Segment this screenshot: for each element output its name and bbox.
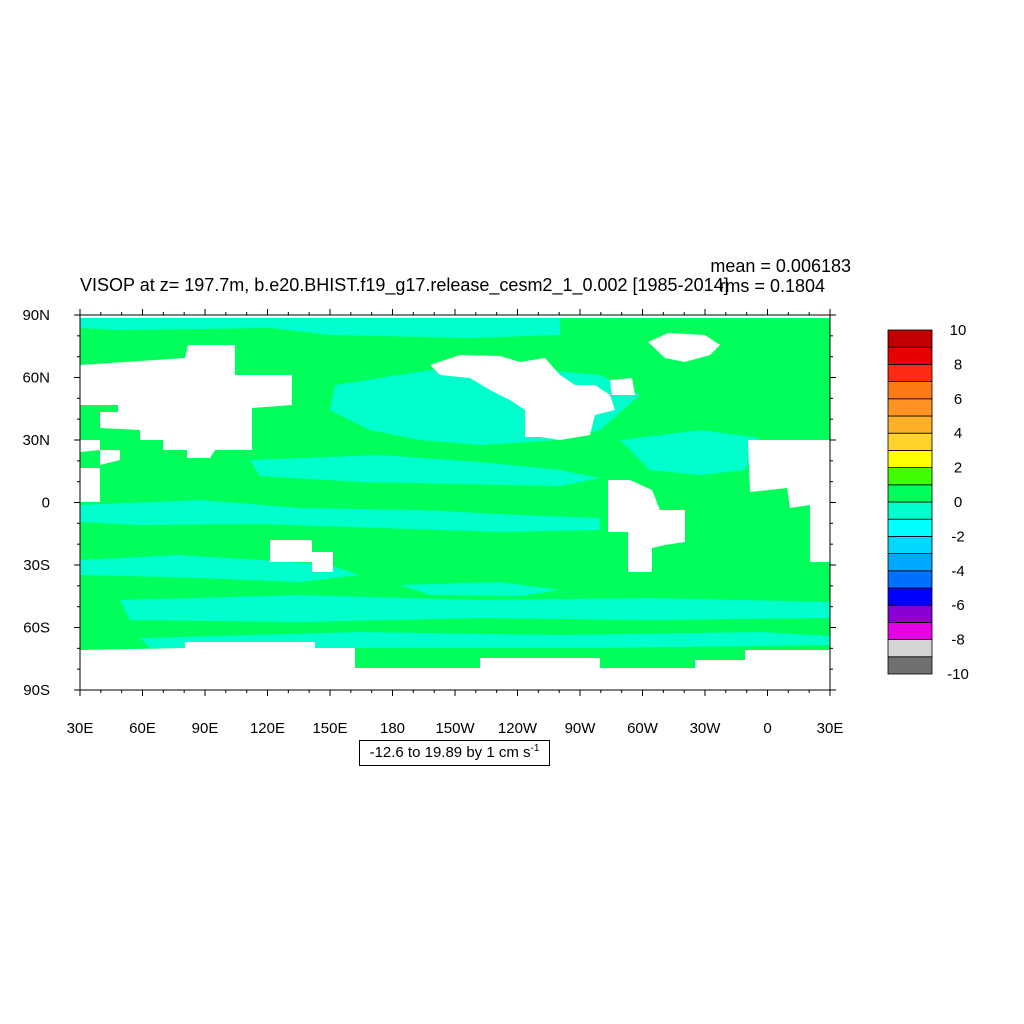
mean-value: mean = 0.006183 <box>710 256 851 276</box>
colorbar-swatch <box>887 449 933 468</box>
colorbar-swatch <box>887 415 933 434</box>
colorbar-swatch <box>887 484 933 503</box>
colorbar-label: 0 <box>954 494 962 511</box>
colorbar-label: -2 <box>951 528 964 545</box>
colorbar-label: 10 <box>950 322 967 339</box>
x-tick-label: 180 <box>380 720 405 737</box>
colorbar-label: -10 <box>947 666 969 683</box>
x-tick-label: 90W <box>565 720 597 737</box>
colorbar-swatch <box>887 656 933 675</box>
colorbar-swatch <box>887 329 933 348</box>
x-tick-label: 60E <box>129 720 156 737</box>
x-axis: 30E 60E 90E 120E 150E 180 150W 120W 90W 60W 30W 0 30… <box>67 309 844 737</box>
colorbar-label: -4 <box>951 563 964 580</box>
ocean-field <box>80 315 830 690</box>
colorbar-swatch <box>887 381 933 400</box>
colorbar-swatch <box>887 604 933 623</box>
y-tick-label: 90S <box>23 682 50 699</box>
y-tick-label: 60S <box>23 620 50 637</box>
colorbar-swatch <box>887 587 933 606</box>
y-tick-label: 30S <box>23 557 50 574</box>
colorbar-swatch <box>887 398 933 417</box>
colorbar-label: 2 <box>954 460 962 477</box>
colorbar-swatch <box>887 501 933 520</box>
x-tick-label: 30W <box>690 720 722 737</box>
colorbar: -10 -8 -6 -4 -2 0 2 4 6 8 10 <box>887 322 969 683</box>
contour-info-superscript: -1 <box>530 743 540 754</box>
colorbar-swatch <box>887 518 933 537</box>
x-tick-label: 60W <box>627 720 659 737</box>
rms-value: rms = 0.1804 <box>719 276 825 296</box>
y-tick-label: 60N <box>22 370 50 387</box>
y-tick-label: 0 <box>42 495 50 512</box>
colorbar-label: -6 <box>951 597 964 614</box>
y-tick-label: 30N <box>22 432 50 449</box>
colorbar-swatch <box>887 467 933 486</box>
x-tick-label: 120W <box>498 720 538 737</box>
colorbar-swatch <box>887 432 933 451</box>
plot-title: VISOP at z= 197.7m, b.e20.BHIST.f19_g17.… <box>80 275 729 296</box>
x-tick-label: 30E <box>67 720 94 737</box>
colorbar-swatch <box>887 622 933 641</box>
colorbar-label: 6 <box>954 391 962 408</box>
colorbar-swatch <box>887 363 933 382</box>
y-tick-label: 90N <box>22 307 50 324</box>
contour-info-text: -12.6 to 19.89 by 1 cm s <box>369 744 531 761</box>
colorbar-label: 4 <box>954 425 962 442</box>
y-axis: 90N 60N 30N 0 30S 60S 90S <box>22 307 836 699</box>
x-tick-label: 30E <box>817 720 844 737</box>
x-tick-label: 120E <box>250 720 285 737</box>
contour-info-box: -12.6 to 19.89 by 1 cm s-1 <box>359 740 550 766</box>
colorbar-swatch <box>887 553 933 572</box>
x-tick-label: 0 <box>763 720 771 737</box>
x-tick-label: 150E <box>312 720 347 737</box>
colorbar-swatch <box>887 536 933 555</box>
colorbar-swatch <box>887 346 933 365</box>
colorbar-swatch <box>887 570 933 589</box>
colorbar-swatch <box>887 639 933 658</box>
x-tick-label: 150W <box>435 720 475 737</box>
land-mask <box>80 315 830 690</box>
x-tick-label: 90E <box>192 720 219 737</box>
colorbar-label: 8 <box>954 356 962 373</box>
colorbar-label: -8 <box>951 632 964 649</box>
